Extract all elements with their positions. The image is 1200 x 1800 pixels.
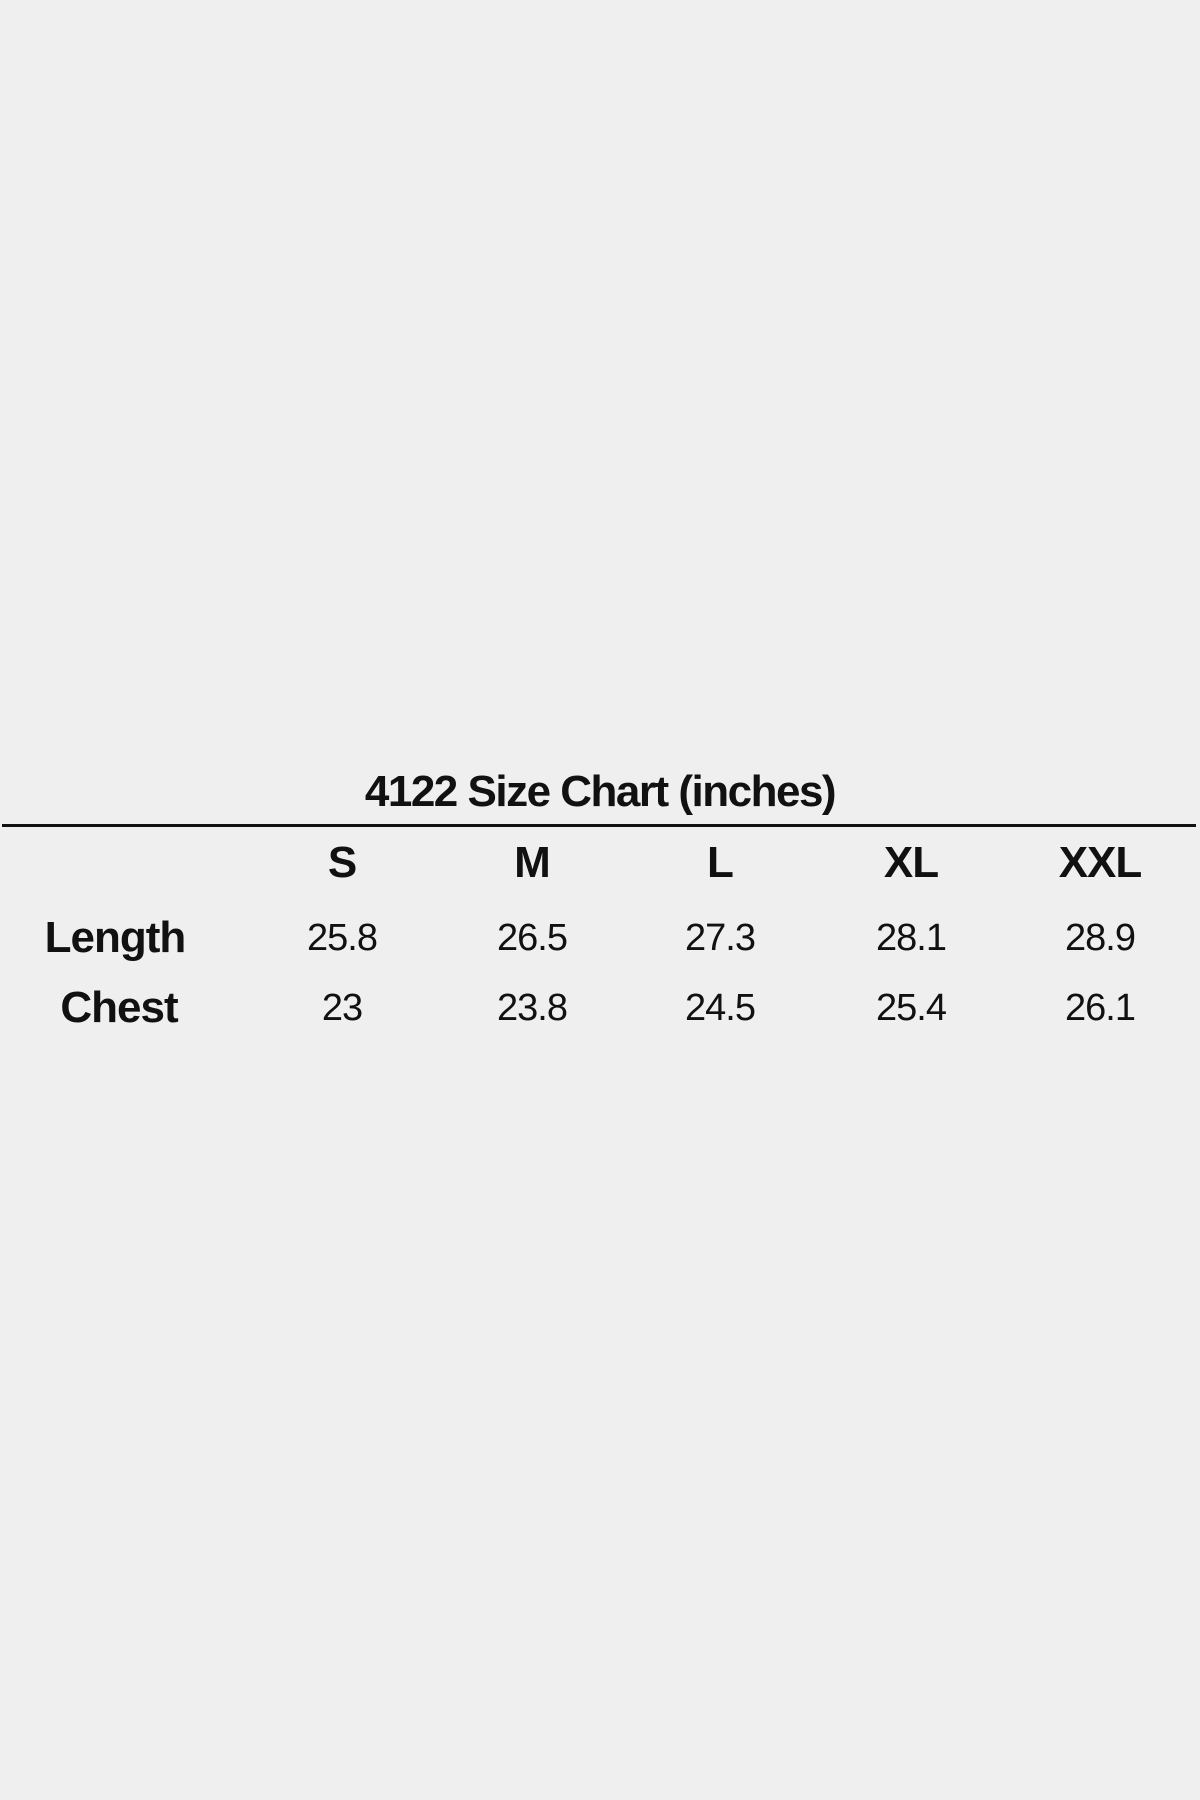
table-cell: 27.3 xyxy=(685,917,756,959)
table-cell: 25.4 xyxy=(876,987,947,1029)
column-header-l: L xyxy=(707,838,734,887)
table-cell: 28.1 xyxy=(876,917,947,959)
column-header-m: M xyxy=(514,838,551,887)
column-header-xxl: XXL xyxy=(1058,838,1143,887)
table-cell: 23.8 xyxy=(497,987,568,1029)
title-divider xyxy=(2,824,1196,827)
table-cell: 28.9 xyxy=(1065,917,1136,959)
table-cell: 26.5 xyxy=(497,917,568,959)
row-label-chest: Chest xyxy=(60,983,178,1032)
column-header-xl: XL xyxy=(883,838,939,887)
page-title: 4122 Size Chart (inches) xyxy=(364,767,837,816)
table-cell: 25.8 xyxy=(307,917,378,959)
table-cell: 26.1 xyxy=(1065,987,1136,1029)
column-header-s: S xyxy=(327,838,357,887)
table-cell: 24.5 xyxy=(685,987,756,1029)
row-label-length: Length xyxy=(44,913,187,962)
table-cell: 23 xyxy=(321,987,363,1029)
